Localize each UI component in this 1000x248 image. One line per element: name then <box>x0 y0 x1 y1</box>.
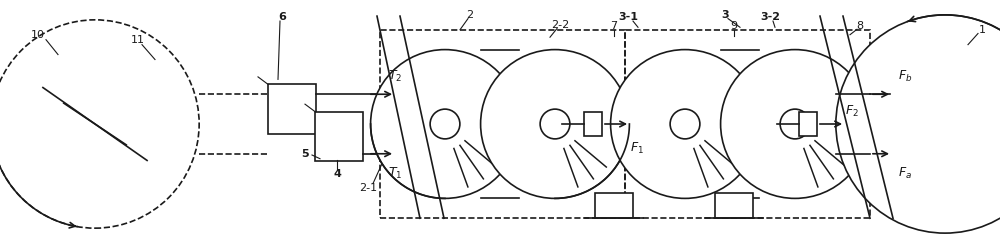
Text: 4: 4 <box>333 169 341 179</box>
Text: 11: 11 <box>131 35 145 45</box>
Text: 2-1: 2-1 <box>359 184 377 193</box>
Text: $T_1$: $T_1$ <box>388 166 402 181</box>
Text: 3-1: 3-1 <box>618 12 638 22</box>
Text: 9: 9 <box>730 21 738 31</box>
Text: $F_2$: $F_2$ <box>845 104 859 119</box>
Text: 1: 1 <box>978 25 986 35</box>
Text: 8: 8 <box>856 21 864 31</box>
Bar <box>715 193 753 218</box>
Bar <box>595 193 633 218</box>
Ellipse shape <box>371 50 519 198</box>
Ellipse shape <box>836 15 1000 233</box>
Text: 3: 3 <box>721 10 729 20</box>
Ellipse shape <box>611 50 759 198</box>
Text: 10: 10 <box>31 30 45 40</box>
Ellipse shape <box>481 50 629 198</box>
Text: $T_2$: $T_2$ <box>388 69 402 84</box>
Text: $F_1$: $F_1$ <box>630 141 644 156</box>
Text: 6: 6 <box>278 12 286 22</box>
Text: 3-2: 3-2 <box>760 12 780 22</box>
Bar <box>380 30 625 218</box>
Bar <box>268 84 316 134</box>
Bar <box>799 112 817 136</box>
Ellipse shape <box>721 50 869 198</box>
Text: 5: 5 <box>301 149 309 159</box>
Text: 7: 7 <box>610 21 618 31</box>
Bar <box>315 112 363 161</box>
Text: $F_b$: $F_b$ <box>898 69 912 84</box>
Bar <box>584 112 602 136</box>
Text: 2-2: 2-2 <box>551 20 569 30</box>
Bar <box>625 30 870 218</box>
Text: 2: 2 <box>466 10 474 20</box>
Text: $F_a$: $F_a$ <box>898 166 912 181</box>
